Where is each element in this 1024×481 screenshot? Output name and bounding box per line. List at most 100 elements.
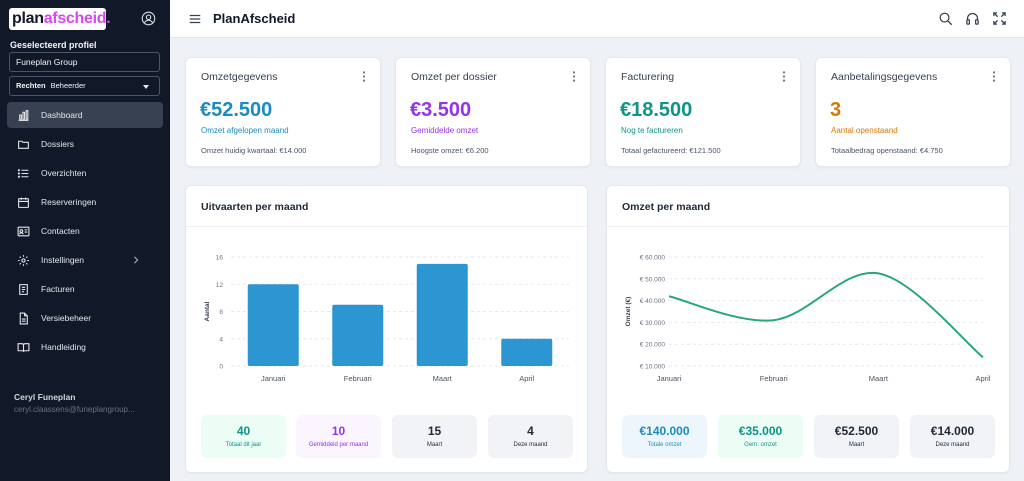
revenue-chart-card: Omzet per maand € 10.000 € 20.000 € 30.000… <box>606 185 1010 473</box>
y-tick-label: € 50.000 <box>640 276 666 283</box>
card-subtitle: Gemiddelde omzet <box>411 126 479 135</box>
divider <box>186 226 587 227</box>
card-value: €52.500 <box>200 99 273 121</box>
y-tick-label: 16 <box>216 255 224 262</box>
tile-label: Deze maand <box>935 442 970 448</box>
sidebar-item-reserveringen[interactable]: Reserveringen <box>7 189 163 215</box>
gear-icon <box>18 254 29 266</box>
sidebar-nav: Dashboard Dossiers Overzichten Reserveri… <box>7 102 163 363</box>
user-name: Ceryl Funeplan <box>14 392 76 402</box>
x-tick-label: Maart <box>433 374 453 383</box>
more-options-icon[interactable] <box>362 71 366 82</box>
hamburger-menu-icon[interactable] <box>188 12 202 26</box>
x-tick-label: Januari <box>261 374 286 383</box>
x-tick-label: April <box>519 374 534 383</box>
y-tick-label: 4 <box>219 336 223 343</box>
rights-value: Beheerder <box>50 81 86 90</box>
y-tick-label: 0 <box>219 364 223 371</box>
y-tick-label: € 40.000 <box>640 298 666 305</box>
y-tick-label: € 10.000 <box>640 364 666 371</box>
summary-tile-average: 10 Gemiddeld per maand <box>296 415 381 458</box>
stat-card-facturering: Facturering €18.500 Nog te factureren To… <box>605 57 801 167</box>
stat-card-aanbetalingsgegevens: Aanbetalingsgegevens 3 Aantal openstaand… <box>815 57 1011 167</box>
summary-tile-march-revenue: €52.500 Maart <box>814 415 899 458</box>
stat-card-omzet-per-dossier: Omzet per dossier €3.500 Gemiddelde omze… <box>395 57 591 167</box>
x-tick-label: April <box>975 374 990 383</box>
calendar-icon <box>18 197 29 208</box>
revenue-series-line <box>668 271 984 359</box>
more-options-icon[interactable] <box>572 71 576 82</box>
y-axis-label: Omzet (€) <box>625 297 632 327</box>
summary-tile-this-month: 4 Deze maand <box>488 415 573 458</box>
y-axis-label: Aantal <box>204 301 211 321</box>
user-circle-icon[interactable] <box>141 11 156 26</box>
x-tick-label: Februari <box>344 374 372 383</box>
card-subtitle: Omzet afgelopen maand <box>201 126 289 135</box>
card-title: Omzet per dossier <box>411 71 497 83</box>
sidebar-item-contacten[interactable]: Contacten <box>7 218 163 244</box>
selected-profile-label: Geselecteerd profiel <box>10 40 97 50</box>
card-value: €18.500 <box>620 99 693 121</box>
invoice-icon <box>19 283 28 295</box>
bar-februari <box>332 304 384 366</box>
tile-value: 15 <box>427 424 442 438</box>
tile-value: €14.000 <box>930 424 975 438</box>
headset-icon[interactable] <box>965 11 980 26</box>
more-options-icon[interactable] <box>782 71 786 82</box>
bar-maart <box>416 263 468 366</box>
summary-tile-total-revenue: €140.000 Totale omzet <box>622 415 707 458</box>
y-tick-label: 8 <box>219 309 223 316</box>
sidebar-item-overzichten[interactable]: Overzichten <box>7 160 163 186</box>
card-title: Facturering <box>621 71 675 83</box>
card-footer: Totaalbedrag openstaand: €4.750 <box>831 146 943 155</box>
bar-april <box>501 338 553 366</box>
x-tick-label: Januari <box>657 374 682 383</box>
bar-januari <box>247 284 299 366</box>
search-icon[interactable] <box>938 11 953 26</box>
funerals-chart-card: Uitvaarten per maand 0 4 8 12 16 Aantal Januar… <box>185 185 588 473</box>
chevron-right-icon <box>133 256 139 264</box>
sidebar-item-facturen[interactable]: Facturen <box>7 276 163 302</box>
card-footer: Omzet huidig kwartaal: €14.000 <box>201 146 307 155</box>
y-tick-label: € 30.000 <box>640 320 666 327</box>
card-value: €3.500 <box>410 99 472 121</box>
tile-label: Deze maand <box>513 442 548 448</box>
summary-tile-this-month-revenue: €14.000 Deze maand <box>910 415 995 458</box>
brand-logo[interactable]: planafscheid. <box>9 8 111 30</box>
sidebar-item-versiebeheer[interactable]: Versiebeheer <box>7 305 163 331</box>
rights-label: Rechten <box>16 81 46 90</box>
organization-select[interactable]: Funeplan Group <box>9 52 160 72</box>
sidebar-item-label: Dossiers <box>41 139 75 149</box>
user-email: ceryl.claassens@funeplangroup... <box>14 405 135 414</box>
book-icon <box>17 342 30 352</box>
sidebar-item-dossiers[interactable]: Dossiers <box>7 131 163 157</box>
sidebar: planafscheid. Geselecteerd profiel Funep… <box>0 0 170 481</box>
x-tick-label: Februari <box>760 374 788 383</box>
fullscreen-icon[interactable] <box>992 11 1007 26</box>
card-footer: Hoogste omzet: €6.200 <box>411 146 489 155</box>
chart-title: Uitvaarten per maand <box>201 201 309 213</box>
chart-title: Omzet per maand <box>622 201 711 213</box>
more-options-icon[interactable] <box>992 71 996 82</box>
sidebar-item-instellingen[interactable]: Instellingen <box>7 247 163 273</box>
card-footer: Totaal gefactureerd: €121.500 <box>621 146 721 155</box>
sidebar-item-label: Facturen <box>41 284 75 294</box>
contact-card-icon <box>17 226 30 236</box>
funerals-bar-chart: 0 4 8 12 16 Aantal Januari Februari Maart April <box>204 255 569 383</box>
logo-text-plan: plan <box>12 10 44 27</box>
sidebar-item-label: Instellingen <box>41 255 85 265</box>
tile-value: €35.000 <box>738 424 783 438</box>
rights-select[interactable]: Rechten Beheerder <box>9 76 160 96</box>
y-tick-label: € 20.000 <box>640 342 666 349</box>
sidebar-item-label: Handleiding <box>41 342 86 352</box>
sidebar-item-label: Dashboard <box>41 110 83 120</box>
sidebar-item-dashboard[interactable]: Dashboard <box>7 102 163 128</box>
topbar: PlanAfscheid <box>170 0 1024 38</box>
sidebar-item-handleiding[interactable]: Handleiding <box>7 334 163 360</box>
tile-value: 40 <box>236 424 251 438</box>
summary-tile-march: 15 Maart <box>392 415 477 458</box>
tile-label: Gemiddeld per maand <box>308 442 369 448</box>
chart-bar-icon <box>18 109 29 121</box>
tile-value: €140.000 <box>639 424 690 438</box>
summary-tile-average-revenue: €35.000 Gem. omzet <box>718 415 803 458</box>
